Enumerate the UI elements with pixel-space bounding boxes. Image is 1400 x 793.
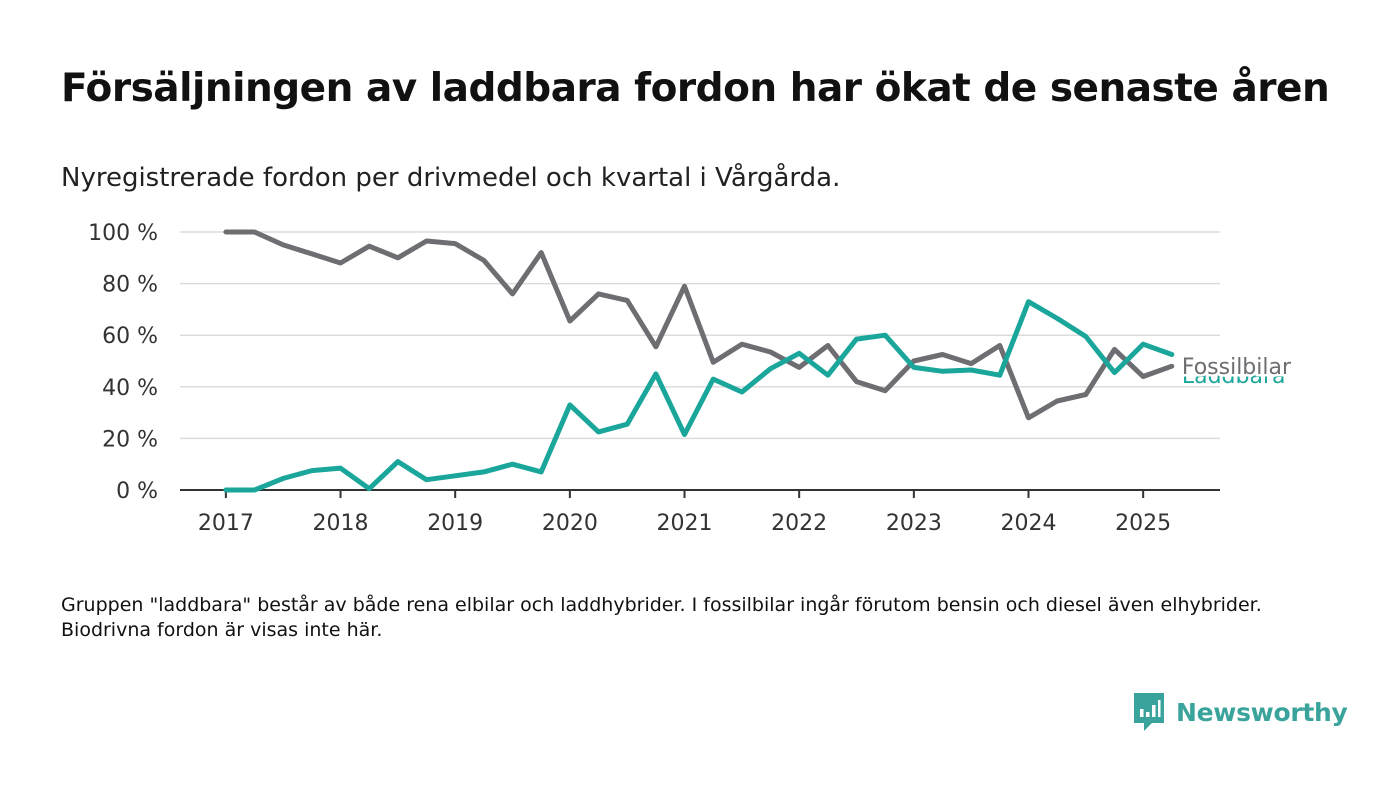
- series-label-laddbara: Laddbara: [1182, 364, 1286, 389]
- x-tick-label: 2020: [542, 511, 598, 536]
- series-line-laddbara: [223, 299, 1175, 493]
- chart-footnote: Gruppen "laddbara" består av både rena e…: [61, 594, 1262, 641]
- newsworthy-logo-icon: [1134, 693, 1164, 731]
- x-tick-label: 2023: [886, 511, 942, 536]
- y-tick-label: 40 %: [102, 376, 158, 401]
- x-tick-label: 2021: [657, 511, 713, 536]
- x-tick-label: 2024: [1001, 511, 1057, 536]
- series-label-fossil: Fossilbilar: [1182, 355, 1292, 380]
- y-tick-label: 100 %: [88, 221, 158, 246]
- x-tick-label: 2025: [1115, 511, 1171, 536]
- y-tick-label: 80 %: [102, 273, 158, 298]
- x-tick-label: 2017: [198, 511, 254, 536]
- x-tick-label: 2018: [313, 511, 369, 536]
- line-chart: 0 % 20 % 40 % 60 % 80 % 100 % 2017 2018 2019 2020…: [88, 221, 1292, 536]
- chart-title: Försäljningen av laddbara fordon har öka…: [61, 66, 1330, 111]
- y-tick-label: 0 %: [116, 479, 158, 504]
- y-tick-label: 20 %: [102, 427, 158, 452]
- newsworthy-brand[interactable]: Newsworthy: [1132, 690, 1348, 734]
- x-tick-label: 2019: [427, 511, 483, 536]
- brand-name: Newsworthy: [1176, 697, 1348, 727]
- chart-subtitle: Nyregistrerade fordon per drivmedel och …: [61, 163, 841, 193]
- y-tick-label: 60 %: [102, 324, 158, 349]
- series-line-fossil: [223, 229, 1175, 421]
- x-tick-label: 2022: [771, 511, 827, 536]
